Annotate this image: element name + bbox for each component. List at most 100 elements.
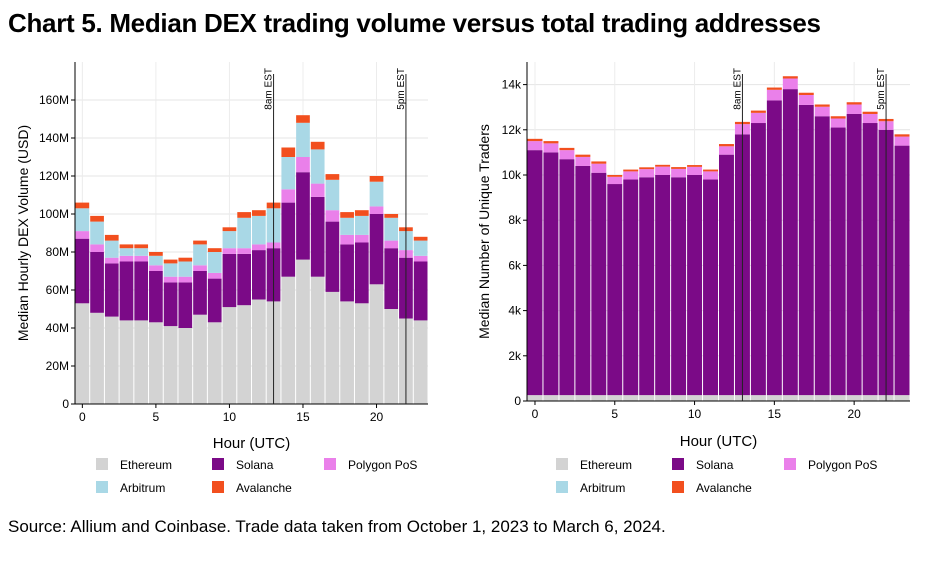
bar-segment-avalanche — [543, 141, 559, 144]
bar-segment-polygon-pos — [369, 206, 384, 214]
bar-segment-avalanche — [90, 215, 104, 222]
y-tick-label: 12k — [502, 123, 522, 137]
bar-segment-polygon-pos — [846, 104, 862, 114]
bar-segment-solana — [719, 154, 734, 396]
page-title: Chart 5. Median DEX trading volume versu… — [8, 8, 821, 38]
bar-segment-ethereum — [814, 395, 830, 401]
bar-segment-polygon-pos — [207, 272, 222, 279]
bar-segment-arbitrum — [134, 248, 149, 256]
x-tick-label: 0 — [79, 410, 86, 424]
bar-segment-ethereum — [750, 395, 766, 401]
bar-segment-ethereum — [830, 395, 846, 401]
legend-swatch-solana — [212, 458, 224, 470]
bar-segment-solana — [90, 252, 104, 313]
bar-segment-polygon-pos — [222, 248, 237, 254]
bar-segment-solana — [296, 172, 310, 260]
bar-segment-ethereum — [222, 307, 237, 404]
legend-label: Ethereum — [580, 458, 632, 472]
bar-segment-avalanche — [719, 144, 734, 147]
bar-segment-polygon-pos — [814, 106, 830, 117]
bar-segment-solana — [163, 282, 178, 327]
bar-segment-avalanche — [134, 244, 149, 249]
x-tick-label: 0 — [532, 407, 539, 421]
x-tick-label: 10 — [688, 407, 702, 421]
bar-segment-solana — [671, 177, 687, 396]
bar-segment-solana — [894, 145, 910, 396]
bar-segment-polygon-pos — [163, 276, 178, 283]
bar-segment-polygon-pos — [703, 171, 718, 180]
legend-label: Solana — [236, 458, 274, 472]
bar-segment-solana — [237, 253, 251, 306]
bar-segment-avalanche — [830, 116, 846, 119]
bar-segment-ethereum — [687, 395, 703, 401]
y-tick-label: 14k — [502, 78, 522, 92]
bar-segment-ethereum — [575, 395, 591, 401]
bar-segment-avalanche — [281, 147, 296, 157]
bar-segment-ethereum — [766, 395, 782, 401]
bar-segment-avalanche — [894, 134, 910, 137]
bar-segment-polygon-pos — [750, 112, 766, 124]
bar-segment-polygon-pos — [325, 210, 340, 222]
bar-segment-ethereum — [639, 395, 655, 401]
legend-label: Avalanche — [236, 481, 292, 495]
bar-segment-avalanche — [149, 252, 163, 256]
bar-segment-polygon-pos — [413, 255, 428, 262]
y-axis-label: Median Number of Unique Traders — [476, 124, 492, 339]
bar-segment-ethereum — [193, 314, 207, 404]
y-tick-label: 8k — [508, 213, 522, 227]
bar-segment-solana — [178, 282, 193, 328]
bar-segment-avalanche — [119, 244, 134, 249]
bar-segment-avalanche — [310, 141, 325, 150]
legend-label: Arbitrum — [580, 481, 625, 495]
y-tick-label: 60M — [46, 283, 69, 297]
y-tick-label: 140M — [39, 131, 69, 145]
x-tick-label: 5 — [153, 410, 160, 424]
x-tick-label: 5 — [611, 407, 618, 421]
bar-segment-ethereum — [862, 395, 878, 401]
bar-segment-polygon-pos — [296, 157, 310, 173]
bar-segment-solana — [575, 165, 591, 396]
y-tick-label: 20M — [46, 359, 69, 373]
bar-segment-polygon-pos — [766, 89, 782, 101]
bar-segment-polygon-pos — [830, 118, 846, 128]
bar-segment-ethereum — [671, 395, 687, 401]
bar-segment-solana — [655, 175, 671, 396]
bar-segment-polygon-pos — [591, 163, 607, 173]
bar-segment-ethereum — [782, 395, 798, 401]
bar-segment-ethereum — [340, 301, 354, 404]
bar-segment-solana — [222, 253, 237, 308]
bar-segment-avalanche — [814, 104, 830, 107]
bar-segment-arbitrum — [413, 240, 428, 256]
legend-swatch-arbitrum — [556, 481, 568, 493]
bar-segment-ethereum — [163, 326, 178, 404]
bar-segment-solana — [814, 116, 830, 396]
bar-segment-solana — [369, 214, 384, 285]
bar-segment-solana — [750, 123, 766, 396]
bar-segment-avalanche — [340, 212, 354, 218]
x-tick-label: 20 — [847, 407, 861, 421]
bar-segment-avalanche — [862, 111, 878, 114]
bar-segment-polygon-pos — [798, 94, 814, 105]
y-axis-label: Median Hourly DEX Volume (USD) — [15, 125, 31, 341]
bar-segment-arbitrum — [222, 231, 237, 249]
bar-segment-ethereum — [104, 316, 119, 404]
bar-segment-ethereum — [559, 395, 575, 401]
bar-segment-solana — [782, 89, 798, 396]
bar-segment-polygon-pos — [193, 265, 207, 271]
bar-segment-ethereum — [543, 395, 559, 401]
bar-segment-avalanche — [296, 115, 310, 123]
annotation-label: 5pm EST — [876, 68, 887, 110]
bar-segment-arbitrum — [90, 221, 104, 245]
bar-segment-arbitrum — [384, 217, 399, 241]
legend-swatch-ethereum — [556, 458, 568, 470]
bar-segment-avalanche — [104, 234, 119, 241]
bar-segment-solana — [340, 244, 354, 302]
bar-segment-solana — [354, 242, 369, 304]
bar-segment-avalanche — [325, 174, 340, 180]
bar-segment-polygon-pos — [894, 136, 910, 146]
bar-segment-avalanche — [222, 227, 237, 232]
bar-segment-solana — [687, 175, 703, 396]
bar-segment-arbitrum — [207, 252, 222, 273]
bar-segment-polygon-pos — [90, 244, 104, 252]
